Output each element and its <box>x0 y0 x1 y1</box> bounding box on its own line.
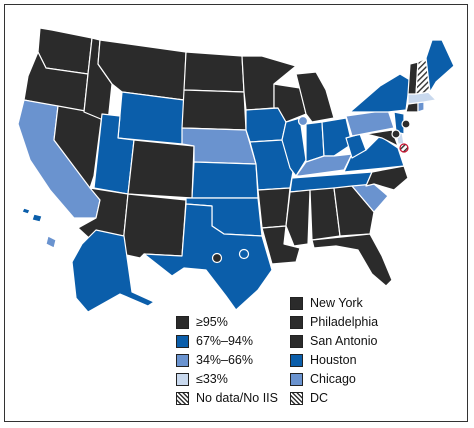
city-marker-san-antonio <box>211 252 223 264</box>
light-blue-square-icon <box>176 372 189 386</box>
state-maryland <box>365 129 399 147</box>
legend-label: No data/No IIS <box>196 391 278 405</box>
medium-blue-square-icon <box>176 353 189 367</box>
state-michigan <box>295 71 335 123</box>
hatched-square-icon <box>176 391 189 405</box>
legend-label: Houston <box>310 353 357 367</box>
state-hawaii-3 <box>21 207 31 215</box>
legend-item-houston: Houston <box>290 353 357 367</box>
city-marker-philadelphia <box>391 129 401 139</box>
legend-item-no-data: No data/No IIS <box>176 391 278 405</box>
state-north-dakota <box>183 51 245 93</box>
legend-label: DC <box>310 391 329 405</box>
state-hawaii-1 <box>45 235 57 249</box>
blue-square-icon <box>290 353 303 367</box>
state-south-dakota <box>181 89 247 131</box>
state-arkansas <box>257 187 291 229</box>
legend-item-dc: DC <box>290 391 328 405</box>
state-kansas <box>191 161 259 199</box>
state-new-mexico <box>121 193 187 259</box>
hatched-square-icon <box>290 391 303 405</box>
state-iowa <box>245 107 287 143</box>
legend-item-ge95: ≥95% <box>176 315 228 329</box>
state-hawaii-2 <box>31 213 43 223</box>
blue-square-icon <box>176 334 189 348</box>
legend-item-new-york: New York <box>290 296 363 310</box>
state-florida <box>311 233 393 287</box>
state-new-jersey <box>393 111 405 135</box>
state-kentucky <box>295 153 353 177</box>
legend-label: Philadelphia <box>310 315 379 329</box>
legend-item-34-66: 34%–66% <box>176 353 253 367</box>
medium-blue-square-icon <box>290 372 303 386</box>
legend-label: San Antonio <box>310 334 378 348</box>
state-rhode-island <box>417 101 425 113</box>
state-mississippi <box>285 189 311 247</box>
legend-item-chicago: Chicago <box>290 372 356 386</box>
legend-label: ≤33% <box>196 372 228 386</box>
state-indiana <box>305 121 325 163</box>
state-wyoming <box>117 91 185 145</box>
state-georgia <box>333 185 375 237</box>
city-marker-new-york <box>401 119 411 129</box>
dark-square-icon <box>290 315 303 329</box>
state-maine <box>425 39 455 93</box>
state-ohio <box>321 117 353 157</box>
state-texas <box>143 203 273 311</box>
legend-item-le33: ≤33% <box>176 372 228 386</box>
state-new-york <box>349 73 411 113</box>
state-north-carolina <box>365 165 409 191</box>
legend-item-philadelphia: Philadelphia <box>290 315 378 329</box>
dark-square-icon <box>176 315 189 329</box>
legend-label: ≥95% <box>196 315 228 329</box>
city-marker-houston <box>238 248 250 260</box>
legend-label: Chicago <box>310 372 356 386</box>
legend-item-san-antonio: San Antonio <box>290 334 377 348</box>
state-alaska <box>71 229 155 313</box>
legend-label: New York <box>310 296 363 310</box>
dark-square-icon <box>290 334 303 348</box>
legend-item-67-94: 67%–94% <box>176 334 253 348</box>
city-marker-chicago <box>297 115 309 127</box>
legend-label: 67%–94% <box>196 334 253 348</box>
legend-label: 34%–66% <box>196 353 253 367</box>
city-marker-dc <box>399 143 409 153</box>
state-colorado <box>127 139 195 199</box>
dark-square-icon <box>290 296 303 310</box>
